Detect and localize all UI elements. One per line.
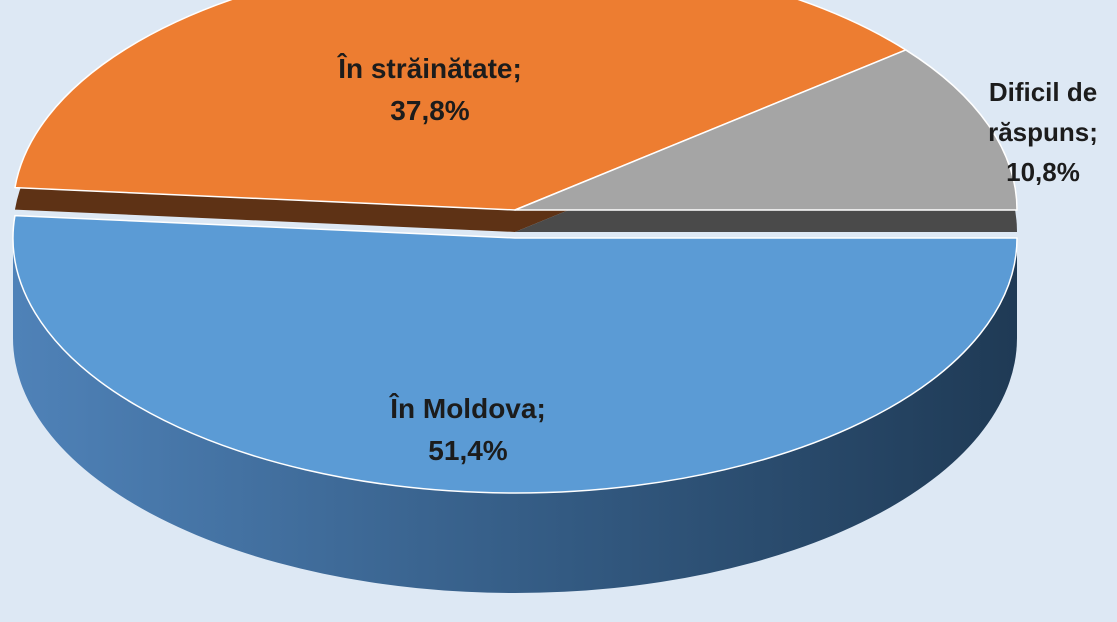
category-label: În străinătate; (338, 53, 522, 84)
category-label: Dificil de răspuns; (988, 77, 1098, 147)
slice (12, 214, 1018, 494)
value-label: 37,8% (390, 95, 470, 126)
slice (514, 49, 1018, 211)
category-label: În Moldova; (390, 393, 546, 424)
value-label: 51,4% (428, 435, 508, 466)
slice (14, 0, 907, 211)
slice-side (13, 238, 1017, 593)
data-label: Dificil de răspuns; 10,8% (969, 72, 1117, 192)
data-label: În Moldova; 51,4% (318, 388, 618, 472)
data-label: În străinătate; 37,8% (280, 48, 580, 132)
value-label: 10,8% (1006, 157, 1080, 187)
